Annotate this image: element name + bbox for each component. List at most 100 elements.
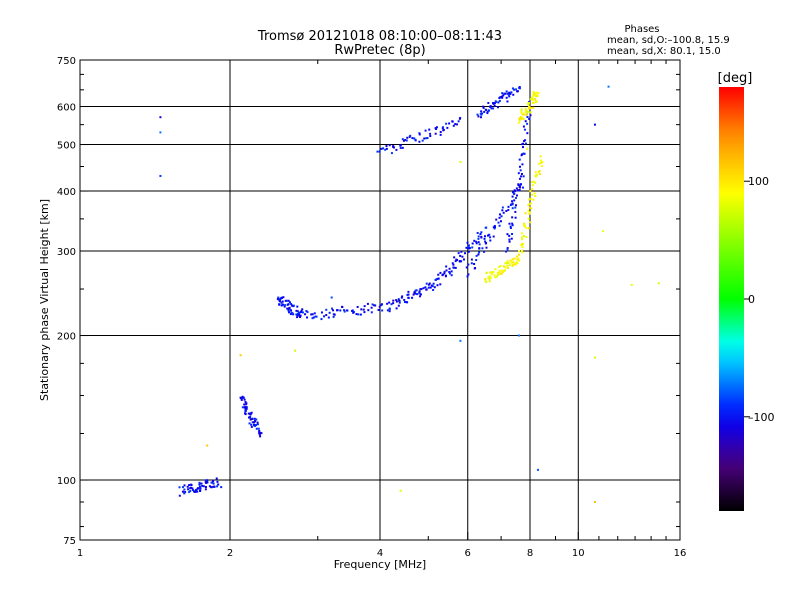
data-point	[515, 187, 518, 190]
colorbar-ticks: 100 0 –100	[744, 175, 775, 424]
x-tick-label: 16	[674, 548, 687, 559]
data-point	[411, 137, 414, 140]
data-point	[289, 309, 292, 312]
data-point	[502, 211, 505, 214]
data-point	[524, 120, 527, 123]
data-point	[403, 298, 406, 301]
data-point	[525, 236, 528, 239]
data-point	[212, 482, 215, 485]
data-point	[485, 241, 488, 244]
data-point	[517, 172, 520, 175]
data-point	[527, 209, 530, 212]
data-point	[304, 313, 307, 316]
data-point	[498, 224, 501, 227]
data-point	[506, 233, 509, 236]
data-point	[299, 315, 302, 318]
data-point	[443, 270, 446, 273]
data-point	[425, 282, 428, 285]
data-point	[488, 275, 491, 278]
data-point	[607, 85, 610, 88]
data-point	[306, 316, 309, 319]
data-point	[537, 92, 540, 95]
data-point	[210, 481, 213, 484]
data-point	[378, 150, 381, 153]
data-point	[313, 312, 316, 315]
data-point	[508, 264, 511, 267]
data-point	[245, 406, 248, 409]
data-point	[532, 180, 535, 183]
data-point	[439, 271, 442, 274]
data-point	[253, 417, 256, 420]
data-point	[499, 96, 502, 99]
data-point	[518, 86, 521, 89]
data-point	[453, 266, 456, 269]
data-point	[521, 153, 524, 156]
data-point	[191, 487, 194, 490]
data-point	[476, 113, 479, 116]
data-point	[488, 233, 491, 236]
data-point	[473, 239, 476, 242]
data-point	[325, 314, 328, 317]
data-point	[518, 177, 521, 180]
data-point	[506, 266, 509, 269]
data-point	[220, 486, 223, 489]
data-point	[514, 204, 517, 207]
data-point	[436, 284, 439, 287]
data-point	[502, 265, 505, 268]
data-point	[204, 482, 207, 485]
data-point	[398, 301, 401, 304]
data-point	[530, 107, 533, 110]
data-point	[520, 117, 523, 120]
data-point	[509, 259, 512, 262]
data-point	[257, 427, 260, 430]
data-point	[500, 269, 503, 272]
data-point	[518, 87, 521, 90]
data-point	[525, 112, 528, 115]
data-point	[498, 216, 501, 219]
data-point	[528, 198, 531, 201]
data-point	[534, 174, 537, 177]
data-point	[537, 171, 540, 174]
x-tick-label: 10	[572, 548, 585, 559]
data-point	[314, 315, 317, 318]
data-point	[190, 483, 193, 486]
data-point	[493, 227, 496, 230]
data-point	[499, 220, 502, 223]
data-point	[484, 235, 487, 238]
data-point	[300, 311, 303, 314]
data-point	[437, 273, 440, 276]
data-point	[480, 235, 483, 238]
data-point	[279, 300, 282, 303]
data-point	[206, 481, 209, 484]
data-point	[260, 432, 263, 435]
data-point	[215, 477, 218, 480]
data-point	[490, 107, 493, 110]
data-point	[256, 421, 259, 424]
data-point	[312, 316, 315, 319]
data-point	[529, 202, 532, 205]
legend-title: Phases	[624, 24, 659, 35]
data-point	[506, 264, 509, 267]
data-point	[381, 309, 384, 312]
data-point	[461, 255, 464, 258]
plot-frame	[79, 59, 681, 541]
data-point	[522, 235, 525, 238]
data-point	[250, 425, 253, 428]
data-point	[188, 484, 191, 487]
data-point	[435, 126, 438, 129]
data-point	[374, 304, 377, 307]
data-point	[493, 104, 496, 107]
data-point	[181, 490, 184, 493]
data-point	[287, 309, 290, 312]
data-point	[471, 242, 474, 245]
data-point	[297, 313, 300, 316]
data-point	[280, 301, 283, 304]
data-point	[422, 287, 425, 290]
data-point	[341, 305, 344, 308]
data-point	[490, 273, 493, 276]
data-point	[467, 273, 470, 276]
data-point	[493, 224, 496, 227]
data-point	[506, 92, 509, 95]
data-point	[510, 261, 513, 264]
data-point	[390, 152, 393, 155]
